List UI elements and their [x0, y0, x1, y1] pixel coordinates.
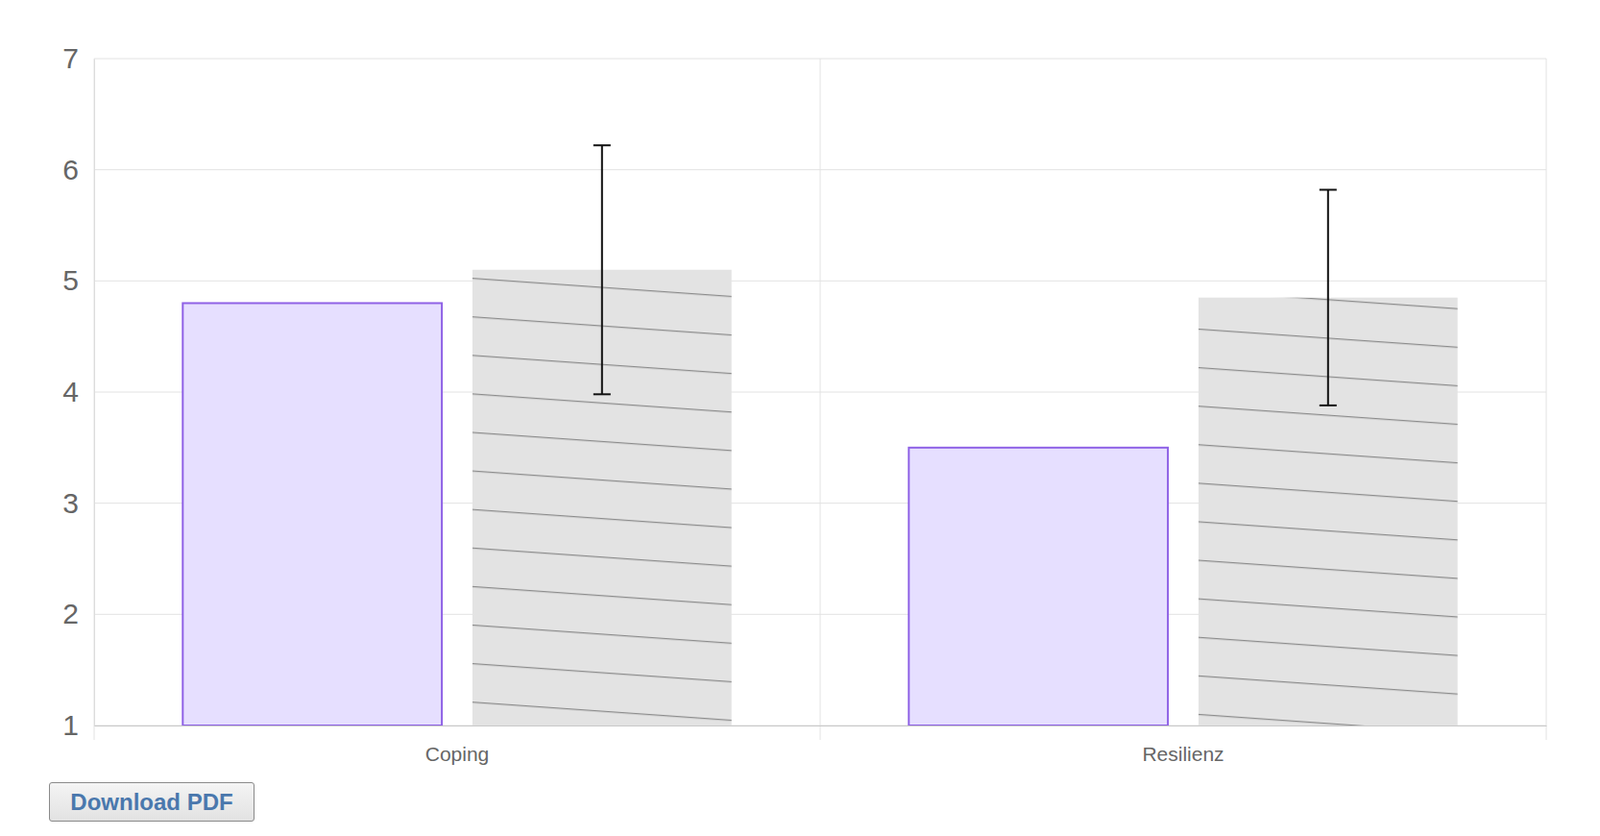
error-cap	[593, 392, 611, 395]
error-stem	[601, 145, 604, 394]
download-button[interactable]: Download PDF	[48, 781, 255, 822]
bar	[182, 302, 442, 726]
error-cap	[593, 144, 611, 146]
error-bar	[593, 145, 611, 394]
category-divider	[820, 58, 822, 740]
error-bar	[1319, 189, 1337, 405]
y-tick: 4	[62, 375, 95, 408]
bars	[182, 145, 1457, 726]
y-tick: 6	[62, 153, 95, 186]
y-axis-line	[94, 59, 96, 727]
error-cap	[1319, 188, 1337, 191]
x-tick-label: Resilienz	[1141, 742, 1224, 765]
y-tick: 1	[62, 708, 95, 741]
y-tick-label: 4	[62, 375, 79, 408]
y-tick: 2	[62, 597, 95, 630]
y-axis: 1 2 3 4 5 6 7	[62, 42, 95, 741]
chart: 1 2 3 4 5 6 7 Coping Resilienz	[0, 0, 1600, 836]
y-tick-label: 1	[62, 708, 79, 741]
y-tick-label: 5	[62, 264, 79, 296]
x-tick: Resilienz	[1141, 725, 1224, 765]
error-stem	[1327, 189, 1330, 405]
bar	[908, 447, 1168, 726]
plot: 1 2 3 4 5 6 7 Coping Resilienz	[62, 42, 1547, 765]
y-tick-label: 6	[62, 153, 79, 186]
y-tick-label: 2	[62, 597, 79, 630]
y-tick: 3	[62, 486, 95, 519]
x-tick-label: Coping	[425, 742, 490, 765]
y-tick: 7	[62, 42, 95, 74]
x-dividers	[94, 58, 1547, 740]
y-tick-label: 7	[62, 42, 79, 74]
x-axis: Coping Resilienz	[95, 725, 1548, 765]
error-cap	[1319, 404, 1337, 407]
x-tick: Coping	[425, 725, 490, 765]
y-tick: 5	[62, 264, 95, 296]
series	[472, 145, 1458, 726]
category-divider	[1546, 58, 1548, 740]
category-divider	[94, 58, 96, 740]
y-tick-label: 3	[62, 486, 79, 519]
x-axis-line	[95, 725, 1548, 727]
